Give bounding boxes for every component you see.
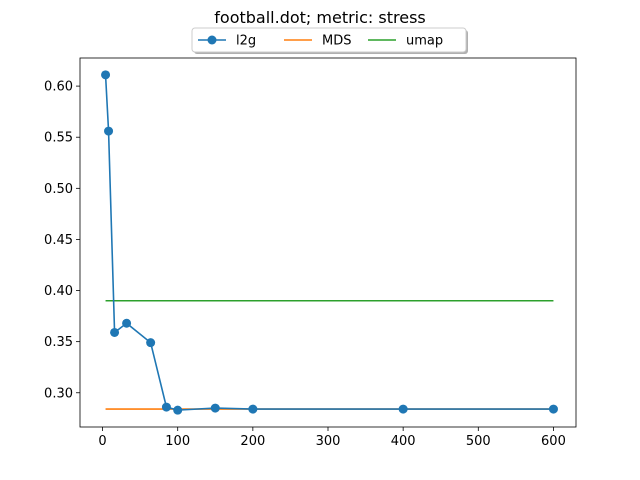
legend-label-MDS: MDS — [322, 34, 351, 49]
x-tick-label: 400 — [391, 434, 416, 449]
y-tick-label: 0.30 — [44, 386, 73, 401]
legend-label-umap: umap — [406, 34, 443, 49]
y-tick-label: 0.60 — [44, 80, 73, 95]
x-tick-label: 200 — [240, 434, 265, 449]
legend: l2g MDS umap — [191, 27, 468, 54]
data-point-l2g — [398, 404, 408, 414]
plot-area: 0 100 200 300 400 500 600 0.30 0.35 0.40 0.45 0.50 0… — [44, 57, 577, 449]
data-point-l2g — [122, 318, 132, 328]
x-tick-label: 300 — [316, 434, 341, 449]
data-point-l2g — [548, 404, 558, 414]
x-tick-label: 0 — [98, 434, 106, 449]
x-tick-label: 100 — [165, 434, 190, 449]
chart-title: football.dot; metric: stress — [214, 8, 425, 27]
y-tick-label: 0.55 — [44, 131, 73, 146]
data-point-l2g — [146, 338, 156, 348]
data-point-l2g — [173, 405, 183, 415]
legend-box — [191, 27, 467, 53]
data-point-l2g — [248, 404, 258, 414]
y-tick-label: 0.35 — [44, 335, 73, 350]
legend-label-l2g: l2g — [236, 34, 256, 49]
data-point-l2g — [110, 327, 120, 337]
data-point-l2g — [210, 403, 220, 413]
axes-frame — [79, 57, 577, 428]
y-tick-label: 0.40 — [44, 284, 73, 299]
x-tick-label: 600 — [541, 434, 566, 449]
data-point-l2g — [104, 126, 114, 136]
data-point-l2g — [101, 70, 111, 80]
y-tick-label: 0.50 — [44, 182, 73, 197]
y-tick-label: 0.45 — [44, 233, 73, 248]
legend-marker-l2g — [207, 35, 217, 45]
data-point-l2g — [161, 402, 171, 412]
x-tick-label: 500 — [466, 434, 491, 449]
